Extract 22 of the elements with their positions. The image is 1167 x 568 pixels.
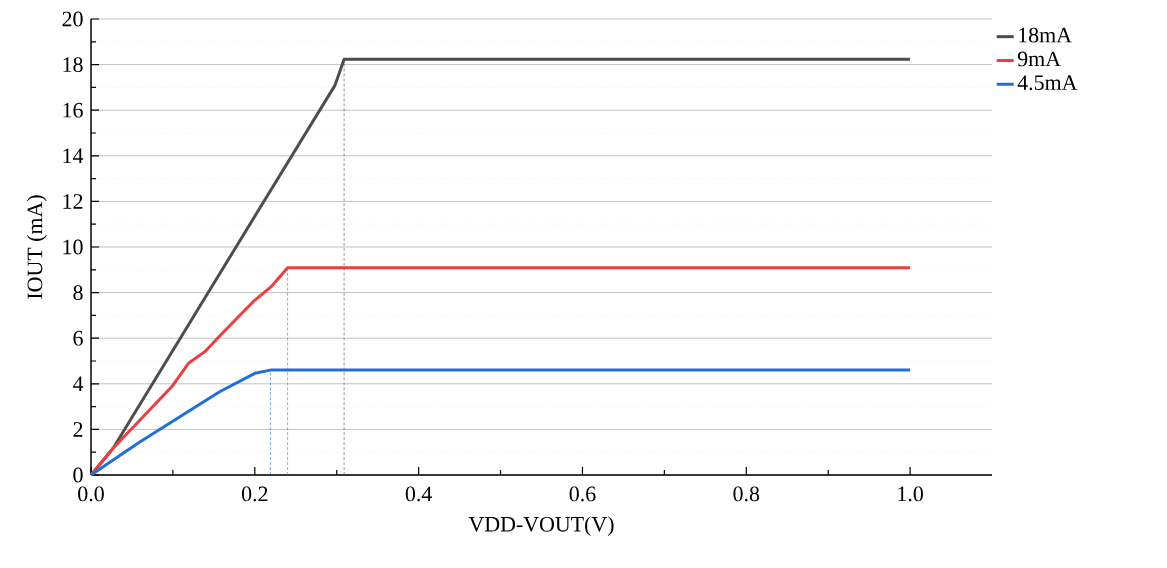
y-tick-label: 10: [63, 239, 83, 255]
x-tick-label: 0.0: [78, 486, 104, 502]
y-tick-label: 18: [63, 57, 83, 72]
x-axis-title: VDD-VOUT(V): [468, 516, 614, 537]
legend-label: 9mA: [1017, 51, 1061, 67]
y-tick-label: 12: [63, 194, 83, 209]
x-tick-label: 0.4: [405, 486, 433, 502]
y-tick-label: 16: [63, 102, 83, 118]
y-tick-label: 4: [72, 376, 84, 392]
y-tick-label: 14: [63, 148, 84, 164]
y-tick-label: 8: [73, 285, 83, 300]
y-tick-label: 6: [73, 330, 83, 346]
y-tick-label: 20: [62, 11, 83, 27]
legend-label: 4.5mA: [1017, 75, 1078, 91]
y-axis-title: IOUT (mA): [26, 195, 47, 299]
y-tick-label: 2: [73, 422, 83, 437]
y-tick-label: 0: [73, 467, 83, 483]
x-tick-label: 0.2: [241, 486, 268, 502]
legend-label: 18mA: [1019, 27, 1072, 43]
x-tick-label: 0.6: [569, 486, 596, 502]
x-tick-label: 1.0: [898, 486, 923, 502]
x-tick-label: 0.8: [733, 486, 760, 502]
